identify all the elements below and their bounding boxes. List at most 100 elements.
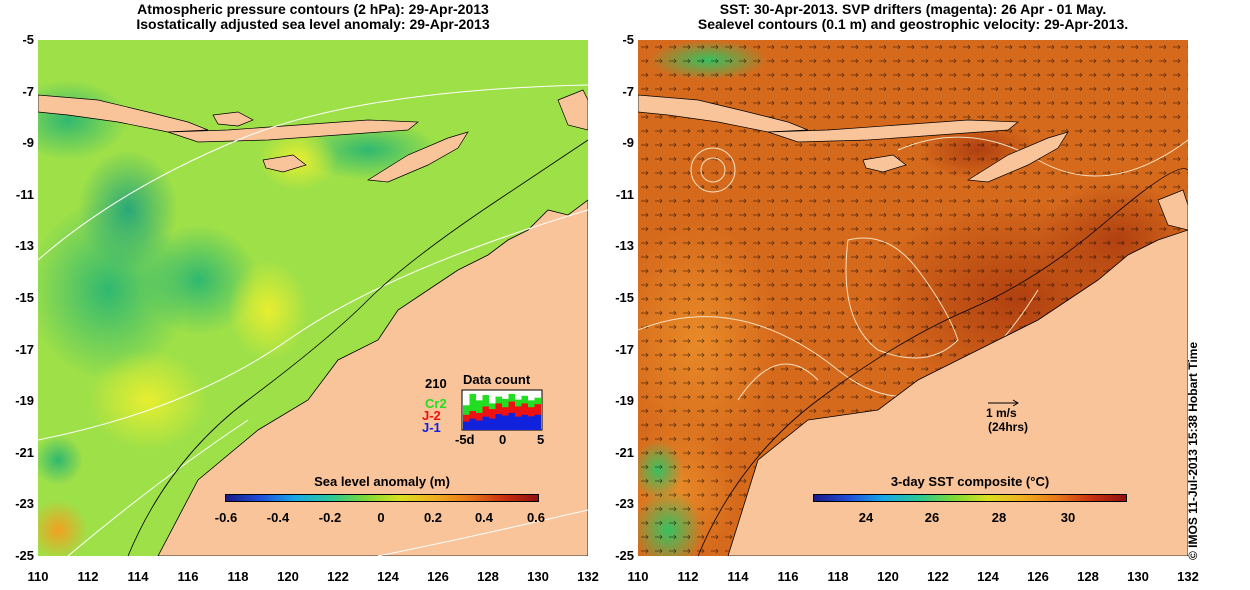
data-count-xtick: 5 xyxy=(537,432,545,447)
colorbar-tick-label: -0.4 xyxy=(266,510,290,525)
latitude-tick-label: -9 xyxy=(622,135,634,151)
colorbar-tick-label: -0.2 xyxy=(318,510,342,525)
longitude-tick-label: 110 xyxy=(627,569,649,584)
data-count-max: 210 xyxy=(425,376,447,391)
latitude-tick-label: -15 xyxy=(615,290,634,305)
eastern-islands xyxy=(557,89,588,131)
longitude-tick-label: 130 xyxy=(527,569,549,584)
latitude-tick-label: -11 xyxy=(615,186,634,202)
latitude-tick-label: -25 xyxy=(615,548,634,563)
latitude-tick-label: -19 xyxy=(15,393,34,409)
latitude-tick-label: -15 xyxy=(15,290,34,305)
latitude-tick-label: -19 xyxy=(615,393,634,409)
longitude-tick-label: 122 xyxy=(927,569,949,584)
longitude-tick-label: 132 xyxy=(1177,569,1199,584)
eastern-islands xyxy=(1157,189,1188,231)
sumba-island xyxy=(862,154,907,173)
sealevel-contour xyxy=(690,147,736,193)
colorbar-tick-label: 26 xyxy=(924,510,940,525)
latitude-tick-label: -23 xyxy=(615,496,634,512)
colorbar-tick-label: 0 xyxy=(377,510,385,525)
longitude-tick-label: 128 xyxy=(1077,569,1099,584)
data-count-inset xyxy=(461,389,543,431)
longitude-tick-label: 118 xyxy=(827,569,849,584)
colorbar-tick-label: 0.4 xyxy=(474,510,494,525)
longitude-tick-label: 124 xyxy=(377,569,399,584)
bali-lombok-islands xyxy=(212,111,254,127)
data-count-bar-j-1 xyxy=(508,412,515,430)
longitude-tick-label: 128 xyxy=(477,569,499,584)
latitude-tick-label: -5 xyxy=(22,32,34,47)
latitude-tick-label: -13 xyxy=(15,238,34,254)
sla-colorbar xyxy=(225,494,539,502)
pressure-contour xyxy=(38,209,588,441)
sealevel-contour xyxy=(845,237,959,359)
longitude-tick-label: 126 xyxy=(427,569,449,584)
data-count-bar-j-1 xyxy=(528,416,535,430)
latitude-tick-label: -11 xyxy=(15,186,34,202)
colorbar-tick-label: 28 xyxy=(991,510,1007,525)
data-count-bar-j-1 xyxy=(489,418,496,430)
bathymetry-contour xyxy=(127,139,588,556)
anomaly-blob xyxy=(88,350,208,450)
data-count-title: Data count xyxy=(463,372,531,387)
longitude-tick-label: 110 xyxy=(27,569,49,584)
latitude-tick-label: -23 xyxy=(15,496,34,512)
velocity-scale-sublabel: (24hrs) xyxy=(988,420,1029,434)
pressure-contour xyxy=(67,419,249,556)
anomaly-blob xyxy=(78,150,178,270)
anomaly-blob xyxy=(138,225,258,335)
longitude-tick-label: 112 xyxy=(677,569,699,584)
longitude-tick-label: 120 xyxy=(877,569,899,584)
sst-colorbar-title: 3-day SST composite (°C) xyxy=(890,474,1050,489)
sumba-island xyxy=(262,154,307,173)
data-count-bar-j-1 xyxy=(521,414,528,430)
latitude-tick-label: -7 xyxy=(622,83,634,99)
latitude-tick-label: -13 xyxy=(615,238,634,254)
timor-island xyxy=(366,131,469,183)
left-title-line2: Isostatically adjusted sea level anomaly… xyxy=(136,16,490,32)
pressure-contour xyxy=(377,509,588,556)
colorbar-tick-label: -0.6 xyxy=(214,510,238,525)
australia-landmass xyxy=(727,229,1188,556)
longitude-tick-label: 114 xyxy=(727,569,749,584)
latitude-tick-label: -21 xyxy=(615,444,634,460)
latitude-tick-label: -7 xyxy=(22,83,34,99)
data-count-bar-j-1 xyxy=(515,416,522,430)
sst-map xyxy=(638,40,1188,556)
latitude-tick-label: -21 xyxy=(15,444,34,460)
longitude-tick-label: 132 xyxy=(577,569,599,584)
colorbar-tick-label: 30 xyxy=(1060,510,1076,525)
timor-island xyxy=(966,131,1069,183)
sealevel-contour xyxy=(700,157,726,183)
data-count-bar-j-1 xyxy=(495,414,502,430)
latitude-tick-label: -9 xyxy=(22,135,34,151)
colorbar-tick-label: 24 xyxy=(858,510,874,525)
anomaly-blob xyxy=(228,260,308,360)
data-count-bar-j-1 xyxy=(502,415,509,430)
latitude-tick-label: -25 xyxy=(15,548,34,563)
anomaly-blob xyxy=(38,435,83,485)
data-count-series-j2: J-2 xyxy=(422,408,441,423)
data-count-bar-j-1 xyxy=(482,416,489,430)
bathymetry-contour xyxy=(697,168,1188,556)
data-count-series-j1: J-1 xyxy=(422,420,441,435)
data-count-xtick: -5d xyxy=(455,432,475,447)
velocity-scale-arrow xyxy=(988,399,1019,407)
left-title-line1: Atmospheric pressure contours (2 hPa): 2… xyxy=(137,1,489,17)
latitude-tick-label: -17 xyxy=(15,341,34,357)
longitude-tick-label: 114 xyxy=(127,569,149,584)
sealevel-contour xyxy=(737,363,819,401)
sumbawa-flores-islands xyxy=(767,119,1019,143)
longitude-tick-label: 116 xyxy=(177,569,199,584)
pressure-contour xyxy=(38,84,588,261)
sea-level-anomaly-map xyxy=(38,40,588,556)
sumbawa-flores-islands xyxy=(167,119,419,143)
colorbar-tick-label: 0.2 xyxy=(423,510,443,525)
right-title-line2: Sealevel contours (0.1 m) and geostrophi… xyxy=(697,16,1129,32)
data-count-bar-j-1 xyxy=(463,421,470,430)
longitude-tick-label: 116 xyxy=(777,569,799,584)
colorbar-tick-label: 0.6 xyxy=(526,510,546,525)
longitude-tick-label: 120 xyxy=(277,569,299,584)
data-count-bars xyxy=(463,393,541,430)
